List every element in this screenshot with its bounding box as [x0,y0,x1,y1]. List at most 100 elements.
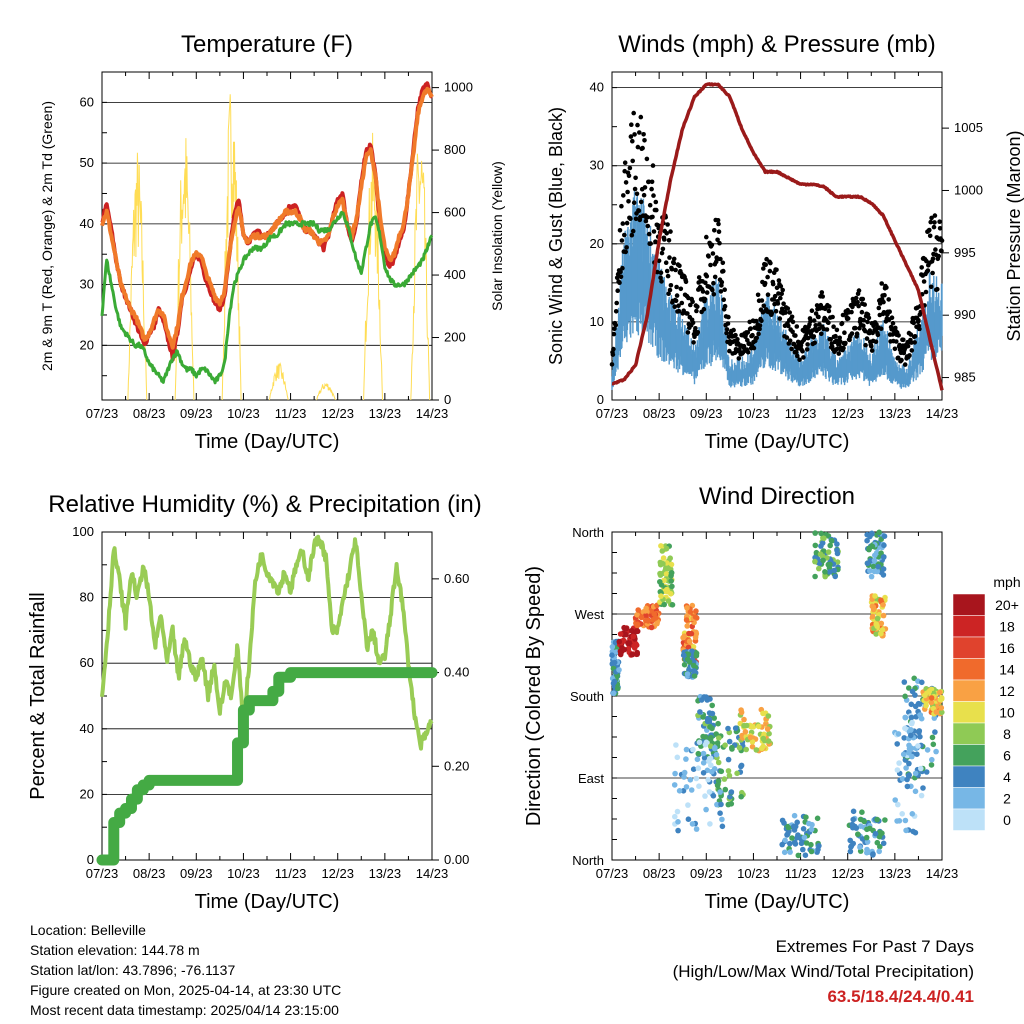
winds-gust-point [820,294,825,299]
winds-gust-point [751,345,757,351]
wind-direction-legend-swatch [952,765,986,788]
wind-direction-point [728,789,735,795]
wind-direction-point [870,563,877,570]
winds-gust-point [869,348,875,353]
wind-direction-point [914,751,920,757]
winds-gust-point [712,274,718,280]
winds-gust-point [928,219,933,225]
wind-direction-point [691,673,698,679]
wind-direction-point [904,783,911,790]
wind-direction-point [857,844,863,850]
winds-gust-point [909,348,915,353]
winds-gust-point [658,270,664,276]
wind-direction-point [870,604,877,610]
wind-direction-point [693,775,700,782]
winds-gust-point [785,306,791,311]
wind-direction-point [763,720,769,727]
wind-direction-point [922,692,928,699]
wind-direction-point [714,782,721,789]
winds-gust-point [710,287,715,293]
winds-gust-point [745,349,751,355]
winds-gust-point [649,179,655,185]
winds-gust-point [779,291,784,297]
winds-gust-point [776,291,781,296]
winds-gust-point [693,326,698,331]
winds-gust-point [767,268,773,274]
wind-direction-point [755,723,762,730]
winds-gust-point [869,343,874,349]
winds-gust-point [613,309,619,314]
winds-gust-point [760,309,766,315]
winds-gust-point [656,258,662,264]
winds-gust-point [610,352,616,357]
winds-gust-point [896,333,901,338]
wind-direction-point [683,617,690,623]
winds-series-station-pressure [611,82,944,391]
wind-direction-point [901,735,907,741]
winds-gust-point [819,290,825,295]
winds-gust-point [640,145,645,151]
wind-direction-point [684,671,691,677]
wind-direction-point [795,852,802,859]
wind-direction-point [718,768,725,775]
winds-gust-point [685,330,691,335]
winds-gust-point [805,335,811,341]
winds-gust-point [724,327,730,332]
winds-gust-point [666,291,671,297]
wind-direction-point [819,540,826,546]
temperature-ytick-label: 20 [80,337,94,352]
wind-direction-point [615,685,621,692]
wind-direction-point [634,621,641,627]
wind-direction-point [812,558,818,565]
winds-gust-point [619,238,625,243]
temperature-solar-trace [127,152,148,401]
wind-direction-point [725,768,732,774]
wind-direction-point [878,620,885,627]
temperature-xtick-label: 08/23 [133,406,166,421]
wind-direction-point [672,813,678,820]
wind-direction-point [623,625,630,632]
wind-direction-point [870,852,876,858]
winds-xtick-label: 11/23 [785,406,817,421]
winds-gust-point [722,287,727,293]
wind-direction-point [686,638,693,645]
wind-direction-point [813,549,820,556]
winds-gust-point [649,186,654,192]
temperature-y2tick-label: 600 [444,205,466,220]
wind-direction-ytick-label: North [572,525,604,540]
winds-gust-point [811,334,817,339]
winds-gust-point [786,323,791,329]
winds-gust-point [816,314,821,320]
winds-gust-point [917,326,922,332]
wind-direction-point [690,644,697,650]
wind-direction-point [917,712,923,718]
wind-direction-point [938,695,945,701]
winds-gust-point [826,308,832,314]
wind-direction-legend-label: 18 [999,619,1015,635]
winds-gust-point [757,323,763,328]
winds-gust-point [704,273,710,279]
wind-direction-point [930,741,937,748]
wind-direction-point [635,607,641,613]
wind-direction-point [687,777,694,783]
winds-gust-point [665,222,670,227]
winds-ylabel: Sonic Wind & Gust (Blue, Black) [546,107,566,365]
wind-direction-point [714,740,721,746]
winds-xtick-label: 10/23 [737,406,770,421]
winds-gust-point [666,238,672,243]
wind-direction-legend-swatch [952,615,986,638]
winds-gust-point [778,284,784,289]
wind-direction-point [638,614,645,621]
wind-direction-point [931,715,938,721]
wind-direction-point [728,801,735,807]
winds-gust-point [923,289,929,295]
winds-gust-point [623,180,629,185]
winds-gust-point [881,310,887,315]
wind-direction-point [707,743,714,749]
winds-gust-point [901,337,906,343]
humidity-ytick-label: 20 [80,786,94,801]
humidity-ytick-label: 0 [87,852,94,867]
wind-direction-point [708,762,714,768]
temperature-ytick-label: 30 [80,277,94,292]
temperature-xtick-label: 13/23 [369,406,402,421]
